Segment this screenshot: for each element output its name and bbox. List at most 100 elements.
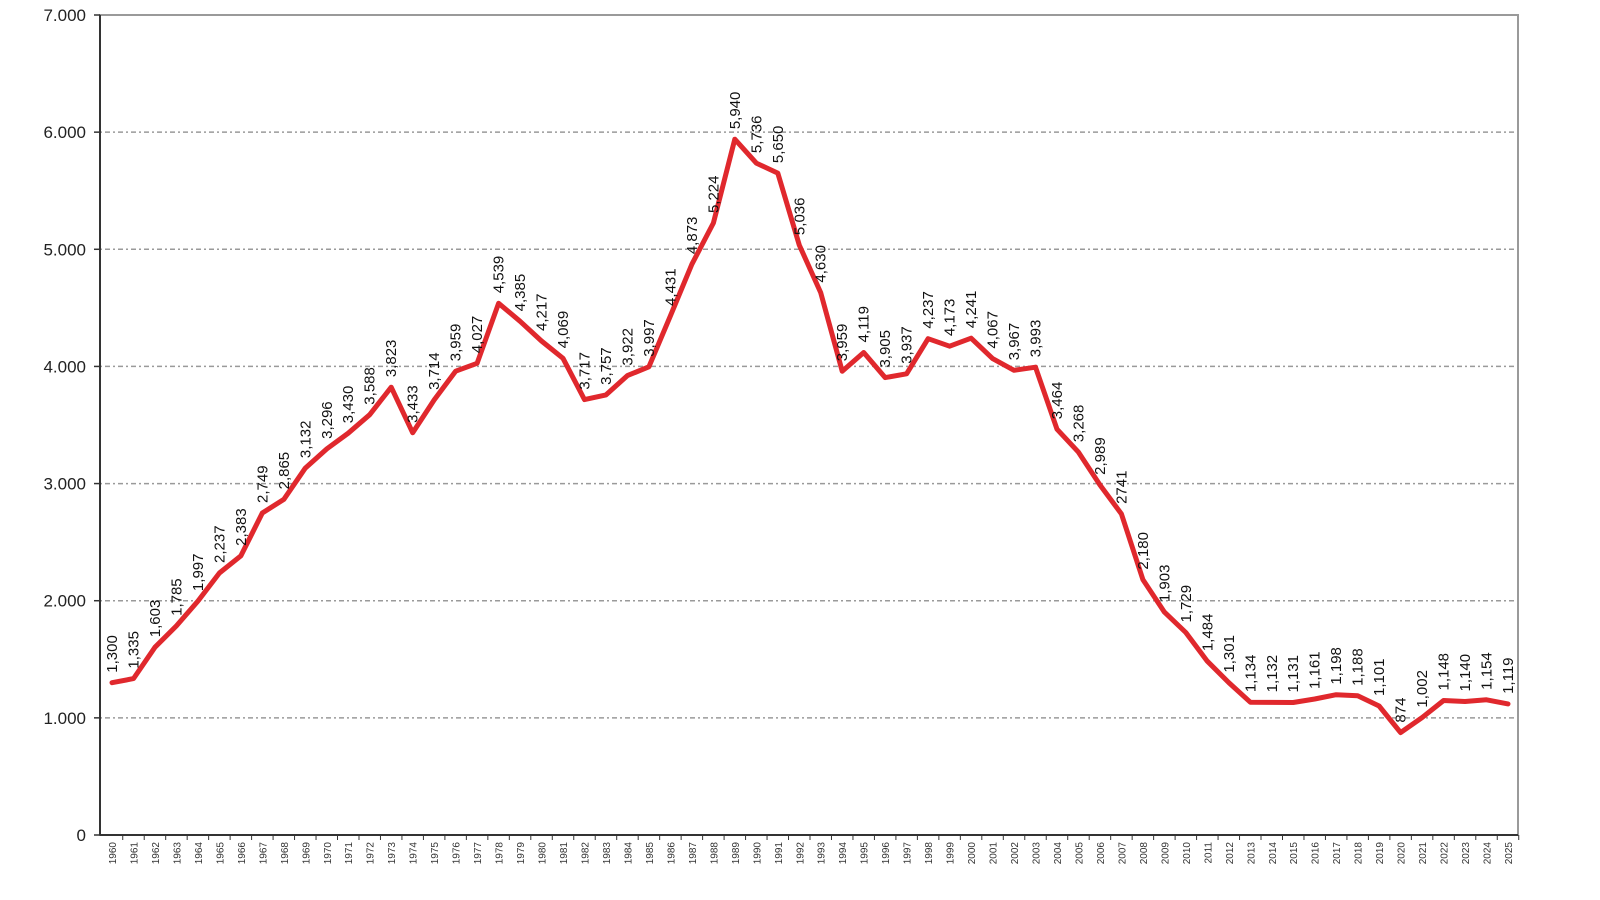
data-label: 4,067 bbox=[985, 311, 1002, 349]
y-tick-label: 2.000 bbox=[43, 592, 86, 611]
x-tick-label: 1987 bbox=[688, 842, 699, 865]
data-label: 4,630 bbox=[813, 245, 830, 283]
data-label: 4,539 bbox=[491, 256, 508, 294]
data-label: 3,997 bbox=[641, 319, 658, 357]
data-label: 1,997 bbox=[190, 554, 207, 592]
x-tick-label: 1982 bbox=[580, 842, 591, 865]
data-label: 3,430 bbox=[340, 386, 357, 424]
y-axis-ticks: 0 1.000 2.000 3.000 4.000 5.000 6.000 7.000 bbox=[43, 6, 100, 845]
x-tick-label: 1999 bbox=[946, 842, 957, 865]
x-tick-label: 2020 bbox=[1397, 842, 1408, 865]
x-tick-label: 1983 bbox=[602, 842, 613, 865]
y-tick-label: 4.000 bbox=[43, 357, 86, 376]
data-label: 3,905 bbox=[877, 330, 894, 368]
data-label: 4,173 bbox=[942, 299, 959, 337]
x-tick-label: 2022 bbox=[1440, 842, 1451, 865]
x-tick-label: 1976 bbox=[452, 842, 463, 865]
data-label: 1,301 bbox=[1221, 635, 1238, 673]
x-tick-label: 2005 bbox=[1074, 842, 1085, 865]
data-label: 1,198 bbox=[1328, 647, 1345, 685]
data-label: 3,296 bbox=[319, 401, 336, 439]
x-tick-label: 2000 bbox=[967, 842, 978, 865]
data-label: 1,161 bbox=[1307, 651, 1324, 689]
x-tick-label: 1990 bbox=[752, 842, 763, 865]
data-label: 3,132 bbox=[297, 421, 314, 459]
data-label: 4,027 bbox=[469, 316, 486, 354]
data-label: 3,922 bbox=[619, 328, 636, 366]
x-tick-label: 1986 bbox=[666, 842, 677, 865]
x-tick-label: 1964 bbox=[194, 842, 205, 865]
data-label: 1,154 bbox=[1479, 652, 1496, 690]
x-tick-label: 1978 bbox=[495, 842, 506, 865]
data-label: 5,736 bbox=[748, 116, 765, 154]
y-tick-label: 7.000 bbox=[43, 6, 86, 25]
data-label: 3,464 bbox=[1049, 382, 1066, 420]
data-label: 2741 bbox=[1113, 471, 1130, 504]
data-label: 3,268 bbox=[1070, 405, 1087, 443]
x-tick-label: 2016 bbox=[1311, 842, 1322, 865]
x-tick-label: 1997 bbox=[903, 842, 914, 865]
data-label: 2,749 bbox=[254, 465, 271, 503]
data-label: 5,650 bbox=[770, 126, 787, 164]
x-tick-label: 1998 bbox=[924, 842, 935, 865]
data-label: 874 bbox=[1393, 698, 1410, 723]
x-tick-label: 1984 bbox=[623, 842, 634, 865]
data-label: 4,237 bbox=[920, 291, 937, 329]
data-label: 1,119 bbox=[1500, 657, 1517, 693]
data-label: 3,588 bbox=[362, 367, 379, 405]
x-tick-label: 2018 bbox=[1354, 842, 1365, 865]
data-label: 4,217 bbox=[534, 293, 551, 331]
data-label: 4,119 bbox=[856, 306, 873, 342]
x-tick-label: 1981 bbox=[559, 842, 570, 865]
data-label: 1,134 bbox=[1242, 655, 1259, 693]
data-label: 2,237 bbox=[211, 525, 228, 563]
data-label: 5,940 bbox=[727, 92, 744, 130]
x-tick-label: 1977 bbox=[473, 842, 484, 865]
data-label: 3,717 bbox=[576, 352, 593, 390]
x-tick-label: 2008 bbox=[1139, 842, 1150, 865]
x-tick-label: 1967 bbox=[258, 842, 269, 865]
x-tick-label: 1973 bbox=[387, 842, 398, 865]
data-label: 3,823 bbox=[383, 340, 400, 378]
data-label: 3,967 bbox=[1006, 323, 1023, 361]
x-tick-label: 1988 bbox=[709, 842, 720, 865]
x-tick-label: 2024 bbox=[1483, 842, 1494, 865]
data-label: 1,785 bbox=[168, 578, 185, 616]
x-tick-label: 2017 bbox=[1332, 842, 1343, 865]
x-tick-label: 1974 bbox=[409, 842, 420, 865]
x-tick-label: 2014 bbox=[1268, 842, 1279, 865]
y-tick-label: 0 bbox=[77, 826, 86, 845]
x-tick-label: 2012 bbox=[1225, 842, 1236, 865]
x-tick-label: 2009 bbox=[1160, 842, 1171, 865]
x-tick-label: 2007 bbox=[1117, 842, 1128, 865]
data-label: 4,069 bbox=[555, 311, 572, 349]
data-label: 4,873 bbox=[684, 217, 701, 255]
data-label: 3,959 bbox=[448, 324, 465, 362]
x-tick-label: 2003 bbox=[1032, 842, 1043, 865]
x-tick-label: 1962 bbox=[151, 842, 162, 865]
x-tick-label: 2025 bbox=[1504, 842, 1515, 865]
x-tick-label: 1979 bbox=[516, 842, 527, 865]
x-tick-label: 1994 bbox=[838, 842, 849, 865]
data-label: 5,036 bbox=[791, 198, 808, 236]
data-label: 3,757 bbox=[598, 347, 615, 385]
x-tick-label: 1970 bbox=[323, 842, 334, 865]
x-tick-label: 2004 bbox=[1053, 842, 1064, 865]
x-tick-label: 1995 bbox=[860, 842, 871, 865]
x-tick-label: 1966 bbox=[237, 842, 248, 865]
data-label: 3,959 bbox=[834, 324, 851, 362]
data-label: 1,132 bbox=[1264, 655, 1281, 693]
data-label: 1,484 bbox=[1199, 614, 1216, 652]
x-tick-label: 2011 bbox=[1203, 842, 1214, 864]
y-tick-label: 3.000 bbox=[43, 475, 86, 494]
data-label: 2,383 bbox=[233, 508, 250, 546]
x-tick-label: 1991 bbox=[774, 842, 785, 865]
data-label: 4,385 bbox=[512, 274, 529, 312]
x-tick-label: 2023 bbox=[1461, 842, 1472, 865]
data-label: 3,993 bbox=[1028, 320, 1045, 358]
x-tick-label: 1980 bbox=[538, 842, 549, 865]
x-tick-label: 1985 bbox=[645, 842, 656, 865]
data-label: 1,101 bbox=[1371, 658, 1388, 696]
x-tick-label: 2010 bbox=[1182, 842, 1193, 865]
